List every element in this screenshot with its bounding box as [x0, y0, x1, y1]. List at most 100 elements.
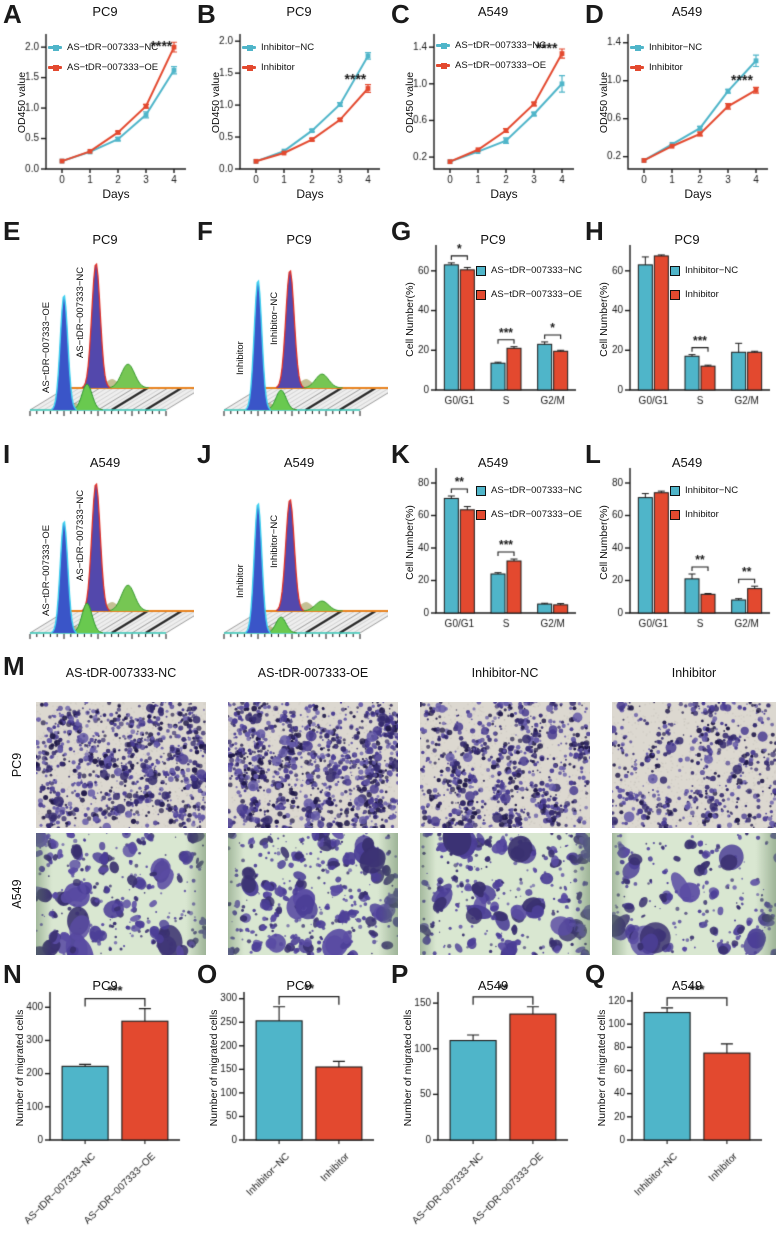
legend-swatch-blue — [476, 485, 486, 496]
chart-legend: Inhibitor−NC Inhibitor — [670, 265, 738, 313]
panel-a: A PC9 OD450 value Days AS−tDR−007333−NC … — [0, 0, 194, 205]
legend-swatch-blue — [48, 44, 62, 50]
legend-item: AS−tDR−007333−NC — [476, 265, 582, 276]
panel-letter: L — [585, 439, 601, 469]
legend-item: Inhibitor−NC — [242, 42, 314, 53]
panel-letter: F — [197, 216, 213, 246]
bar-chart-canvas — [0, 958, 194, 1240]
legend-label: Inhibitor — [649, 62, 683, 73]
panel-letter: K — [391, 439, 410, 469]
panel-m: M AS-tDR-007333-NC AS-tDR-007333-OE Inhi… — [0, 652, 776, 958]
micrograph-column-header: AS-tDR-007333-NC — [65, 666, 177, 680]
legend-label: Inhibitor — [685, 509, 719, 520]
legend-label: AS−tDR−007333−OE — [67, 62, 159, 73]
panel-h: H PC9 Cell Number(%) Inhibitor−NC Inhibi… — [582, 205, 776, 428]
legend-swatch-blue — [630, 44, 644, 50]
legend-label: AS−tDR−007333−NC — [491, 485, 583, 496]
flow-front-series-label: AS−tDR−007333−OE — [41, 301, 52, 393]
panel-title: PC9 — [92, 232, 118, 247]
panel-letter: H — [585, 216, 604, 246]
micrograph-image — [612, 833, 776, 955]
y-axis-label: Cell Number(%) — [598, 282, 610, 357]
micrograph-column-header: Inhibitor-NC — [471, 666, 539, 680]
legend-swatch-red — [630, 64, 644, 70]
panel-title: A549 — [477, 978, 509, 993]
micrograph-column-header: Inhibitor — [671, 666, 717, 680]
legend-label: Inhibitor−NC — [649, 42, 703, 53]
legend-item: AS−tDR−007333−OE — [436, 60, 546, 71]
legend-item: Inhibitor−NC — [630, 42, 702, 53]
panel-letter: A — [3, 0, 22, 29]
legend-swatch-red — [48, 64, 62, 70]
legend-label: Inhibitor — [261, 62, 295, 73]
y-axis-label: Number of migrated cells — [596, 1009, 608, 1127]
panel-k: K A549 Cell Number(%) AS−tDR−007333−NC A… — [388, 428, 582, 651]
panel-e: E PC9 AS−tDR−007333−OE AS−tDR−007333−NC — [0, 205, 194, 428]
panel-l: L A549 Cell Number(%) Inhibitor−NC Inhib… — [582, 428, 776, 651]
legend-label: AS−tDR−007333−NC — [491, 265, 583, 276]
legend-swatch-red — [242, 64, 256, 70]
panel-title: A549 — [477, 4, 509, 19]
panel-o: O PC9 Number of migrated cells — [194, 958, 388, 1240]
panel-title: PC9 — [92, 978, 118, 993]
micrograph-image — [36, 702, 206, 828]
bar-chart-canvas — [388, 428, 582, 651]
bar-chart-canvas — [388, 958, 582, 1240]
y-axis-label: Number of migrated cells — [14, 1009, 26, 1127]
legend-item: AS−tDR−007333−NC — [476, 485, 582, 496]
bar-chart-canvas — [582, 428, 776, 651]
panel-title: PC9 — [286, 232, 312, 247]
line-chart-canvas — [194, 0, 388, 205]
panel-title: PC9 — [286, 4, 312, 19]
panel-title: A549 — [89, 455, 121, 470]
panel-j: J A549 Inhibitor Inhibitor−NC — [194, 428, 388, 651]
chart-legend: Inhibitor−NC Inhibitor — [630, 42, 702, 82]
panel-letter: P — [391, 959, 409, 989]
bar-chart-canvas — [582, 205, 776, 428]
legend-swatch-blue — [670, 485, 680, 496]
panel-title: A549 — [283, 455, 315, 470]
panel-title: PC9 — [286, 978, 312, 993]
flow-front-series-label: AS−tDR−007333−OE — [41, 524, 52, 616]
flow-front-series-label: Inhibitor — [235, 341, 246, 375]
panel-title: A549 — [671, 978, 703, 993]
y-axis-label: Number of migrated cells — [402, 1009, 414, 1127]
legend-item: AS−tDR−007333−OE — [48, 62, 158, 73]
panel-d: D A549 OD450 value Days Inhibitor−NC Inh… — [582, 0, 776, 205]
legend-label: Inhibitor−NC — [261, 42, 315, 53]
legend-label: AS−tDR−007333−NC — [455, 40, 547, 51]
legend-item: AS−tDR−007333−OE — [476, 509, 582, 520]
x-axis-label: Days — [684, 187, 712, 201]
legend-swatch-red — [476, 509, 486, 520]
legend-label: AS−tDR−007333−OE — [491, 509, 583, 520]
legend-label: Inhibitor — [685, 289, 719, 300]
panel-i: I A549 AS−tDR−007333−OE AS−tDR−007333−NC — [0, 428, 194, 651]
y-axis-label: OD450 value — [16, 71, 28, 134]
legend-item: AS−tDR−007333−NC — [436, 40, 546, 51]
micrograph-column-header: AS-tDR-007333-OE — [257, 666, 369, 680]
y-axis-label: Cell Number(%) — [404, 282, 416, 357]
bar-chart-canvas — [582, 958, 776, 1240]
line-chart-canvas — [388, 0, 582, 205]
legend-swatch-blue — [242, 44, 256, 50]
chart-legend: AS−tDR−007333−NC AS−tDR−007333−OE — [476, 265, 582, 313]
panel-p: P A549 Number of migrated cells — [388, 958, 582, 1240]
panel-title: PC9 — [480, 232, 506, 247]
y-axis-label: OD450 value — [404, 71, 416, 134]
legend-item: AS−tDR−007333−NC — [48, 42, 158, 53]
chart-legend: AS−tDR−007333−NC AS−tDR−007333−OE — [476, 485, 582, 533]
flow-cytometry-canvas — [0, 428, 194, 651]
panel-letter: B — [197, 0, 216, 29]
y-axis-label: OD450 value — [598, 71, 610, 134]
panel-letter: O — [197, 959, 218, 989]
legend-swatch-red — [670, 289, 680, 300]
legend-item: Inhibitor — [670, 509, 738, 520]
panel-letter: N — [3, 959, 22, 989]
line-chart-canvas — [0, 0, 194, 205]
legend-item: Inhibitor — [630, 62, 702, 73]
y-axis-label: Cell Number(%) — [598, 505, 610, 580]
line-chart-canvas — [582, 0, 776, 205]
panel-letter: G — [391, 216, 412, 246]
micrograph-image — [36, 833, 206, 955]
